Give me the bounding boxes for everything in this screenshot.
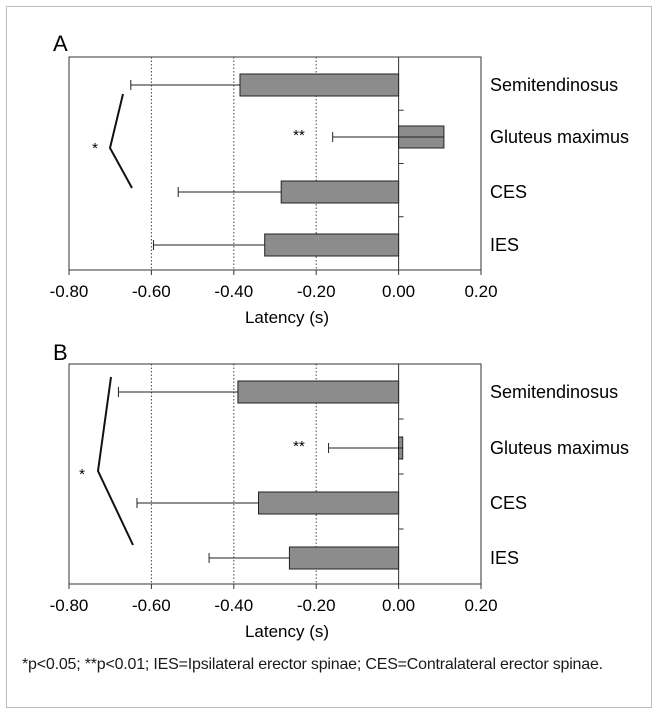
panel-b-label: B: [53, 340, 68, 365]
panel-a-significance-star: *: [92, 140, 98, 157]
panel-b-x-tick-label: -0.40: [214, 596, 253, 615]
panel-a-significance-marker: **: [293, 127, 305, 144]
panel-a-significance-bracket: [108, 93, 133, 189]
figure-footnote: *p<0.05; **p<0.01; IES=Ipsilateral erect…: [22, 656, 603, 673]
panel-b-x-tick-label: 0.20: [464, 596, 497, 615]
panel-a-x-axis-label: Latency (s): [245, 308, 329, 327]
panel-a-x-tick-label: -0.60: [132, 282, 171, 301]
panel-b-bar-ces: [258, 491, 400, 515]
panel-b-x-tick-label: -0.60: [132, 596, 171, 615]
panel-b-x-tick-label: 0.00: [382, 596, 415, 615]
panel-b-plot-area: [68, 363, 482, 585]
panel-b-x-tick-label: -0.20: [297, 596, 336, 615]
panel-a-x-tick-label: 0.20: [464, 282, 497, 301]
panel-b-category-label: IES: [490, 548, 519, 568]
panel-a-bar-ces: [280, 180, 400, 204]
panel-a-bar-semitendinosus: [239, 73, 400, 97]
panel-b-bar-ies: [288, 546, 400, 570]
panel-b-x-axis-label: Latency (s): [245, 622, 329, 641]
panel-a-category-label: Semitendinosus: [490, 75, 618, 95]
panel-b-category-label: Semitendinosus: [490, 382, 618, 402]
panel-b-significance-bracket: [96, 376, 134, 546]
panel-a-plot-area: [68, 56, 482, 271]
panel-b-category-label: Gluteus maximus: [490, 438, 629, 458]
panel-a-category-label: IES: [490, 235, 519, 255]
panel-a-x-tick-label: -0.40: [214, 282, 253, 301]
panel-a-x-tick-label: 0.00: [382, 282, 415, 301]
panel-b-significance-star: *: [79, 466, 85, 483]
panel-b-bar-semitendinosus: [237, 380, 400, 404]
panel-a-category-label: Gluteus maximus: [490, 127, 629, 147]
panel-a-x-tick-label: -0.20: [297, 282, 336, 301]
panel-a-label: A: [53, 31, 68, 56]
panel-a-x-tick-label: -0.80: [50, 282, 89, 301]
panel-b-x-tick-label: -0.80: [50, 596, 89, 615]
panel-b-category-label: CES: [490, 493, 527, 513]
figure-frame: [6, 6, 652, 708]
panel-a-bar-ies: [264, 233, 400, 257]
panel-b-significance-marker: **: [293, 438, 305, 455]
panel-a-category-label: CES: [490, 182, 527, 202]
